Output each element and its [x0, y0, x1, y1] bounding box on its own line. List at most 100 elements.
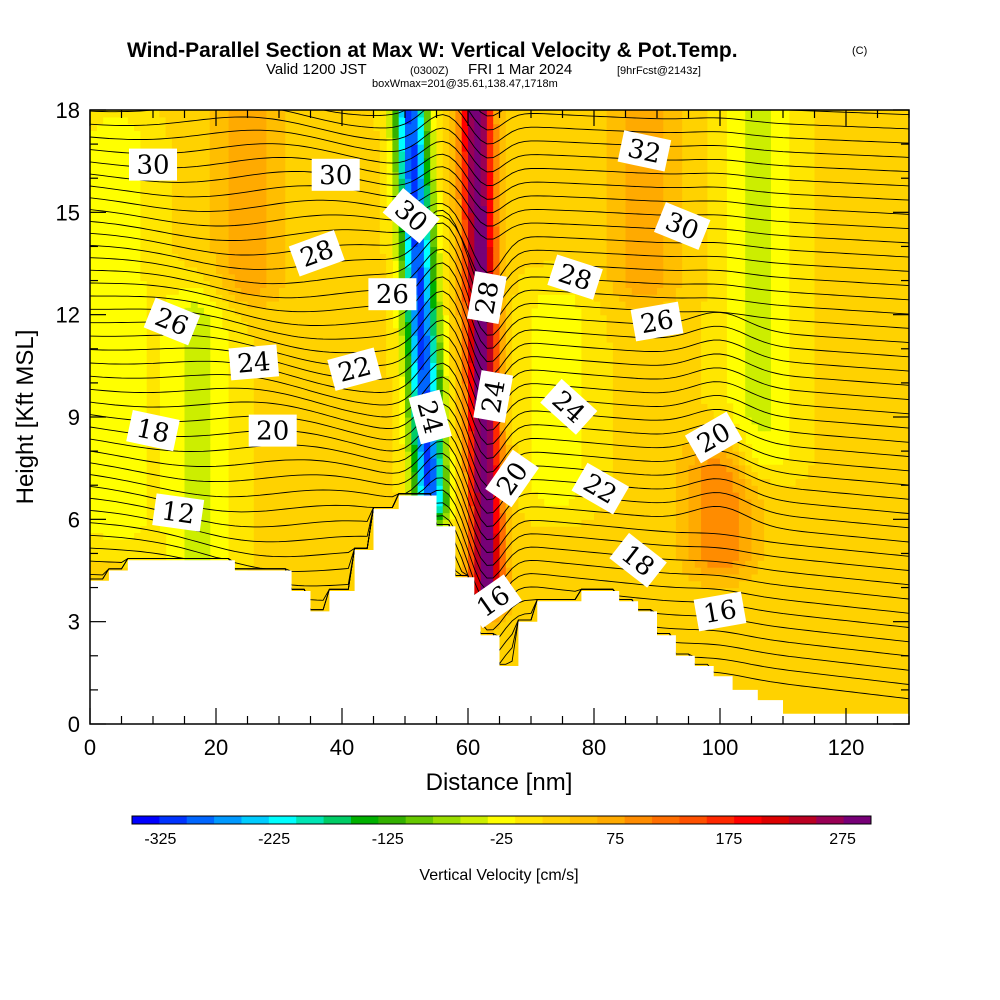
w-cell — [386, 444, 393, 452]
w-cell — [297, 485, 305, 493]
w-cell — [486, 492, 494, 500]
w-cell — [216, 232, 223, 241]
w-cell — [430, 301, 438, 309]
w-cell — [272, 301, 280, 309]
w-cell — [348, 396, 356, 404]
w-cell — [241, 423, 249, 432]
w-cell — [310, 532, 318, 541]
w-cell — [316, 485, 324, 493]
w-cell — [373, 335, 381, 343]
w-cell — [90, 573, 97, 582]
w-cell — [436, 130, 444, 138]
w-cell — [468, 464, 475, 473]
w-cell — [442, 110, 450, 118]
w-cell — [260, 376, 267, 384]
w-cell — [153, 280, 160, 288]
w-cell — [348, 110, 356, 118]
w-cell — [392, 444, 400, 452]
w-cell — [216, 246, 223, 254]
w-cell — [423, 198, 431, 207]
w-cell — [411, 273, 419, 282]
w-cell — [153, 110, 160, 118]
w-cell — [373, 137, 381, 145]
w-cell — [279, 212, 286, 220]
w-cell — [417, 260, 425, 268]
w-cell — [392, 348, 400, 357]
w-cell — [234, 253, 242, 261]
w-cell — [455, 403, 463, 411]
w-cell — [279, 464, 286, 473]
w-cell — [228, 526, 236, 534]
w-cell — [342, 553, 349, 561]
w-cell — [279, 198, 286, 207]
w-cell — [348, 232, 356, 241]
w-cell — [342, 321, 349, 329]
w-cell — [247, 451, 255, 459]
w-cell — [234, 478, 242, 486]
w-cell — [455, 355, 463, 364]
w-cell — [493, 532, 501, 541]
w-cell — [398, 239, 406, 248]
w-cell — [493, 246, 501, 254]
w-cell — [423, 369, 431, 377]
w-cell — [310, 457, 318, 466]
w-cell — [461, 280, 469, 288]
w-cell — [430, 171, 438, 179]
w-cell — [493, 178, 501, 186]
w-cell — [335, 457, 343, 466]
w-cell — [234, 191, 242, 200]
w-cell — [203, 150, 211, 159]
w-cell — [461, 396, 469, 404]
w-cell — [398, 321, 406, 329]
valid-utc: (0300Z) — [410, 65, 449, 77]
w-cell — [430, 294, 438, 302]
w-cell — [373, 430, 381, 439]
w-cell — [241, 505, 249, 514]
w-cell — [329, 130, 337, 138]
w-cell — [335, 144, 343, 152]
w-cell — [430, 376, 438, 384]
w-cell — [197, 198, 204, 207]
w-cell — [455, 498, 463, 507]
valid-date: FRI 1 Mar 2024 — [468, 61, 572, 78]
w-cell — [316, 492, 324, 500]
w-cell — [360, 198, 368, 207]
w-cell — [430, 341, 438, 350]
w-cell — [367, 389, 375, 398]
w-cell — [486, 464, 494, 473]
w-cell — [272, 546, 280, 555]
w-cell — [436, 144, 444, 152]
w-cell — [285, 464, 293, 473]
w-cell — [354, 307, 362, 316]
w-cell — [455, 123, 463, 132]
w-cell — [486, 225, 494, 234]
w-cell — [266, 505, 274, 514]
w-cell — [197, 110, 204, 118]
w-cell — [190, 150, 198, 159]
w-cell — [455, 150, 463, 159]
w-cell — [146, 219, 154, 227]
w-cell — [323, 191, 330, 200]
w-cell — [304, 150, 312, 159]
w-cell — [316, 225, 324, 234]
w-cell — [360, 430, 368, 439]
w-cell — [203, 341, 211, 350]
w-cell — [140, 191, 148, 200]
w-cell — [279, 219, 286, 227]
w-cell — [241, 321, 249, 329]
w-cell — [241, 185, 249, 193]
w-cell — [329, 430, 337, 439]
w-cell — [304, 573, 312, 582]
w-cell — [260, 253, 267, 261]
w-cell — [430, 362, 438, 370]
w-cell — [392, 123, 400, 132]
w-cell — [316, 382, 324, 391]
w-cell — [405, 123, 412, 132]
w-cell — [285, 232, 293, 241]
w-cell — [197, 280, 204, 288]
w-cell — [247, 123, 255, 132]
w-cell — [228, 164, 236, 172]
w-cell — [480, 567, 488, 575]
w-cell — [342, 573, 349, 582]
w-cell — [260, 294, 267, 302]
